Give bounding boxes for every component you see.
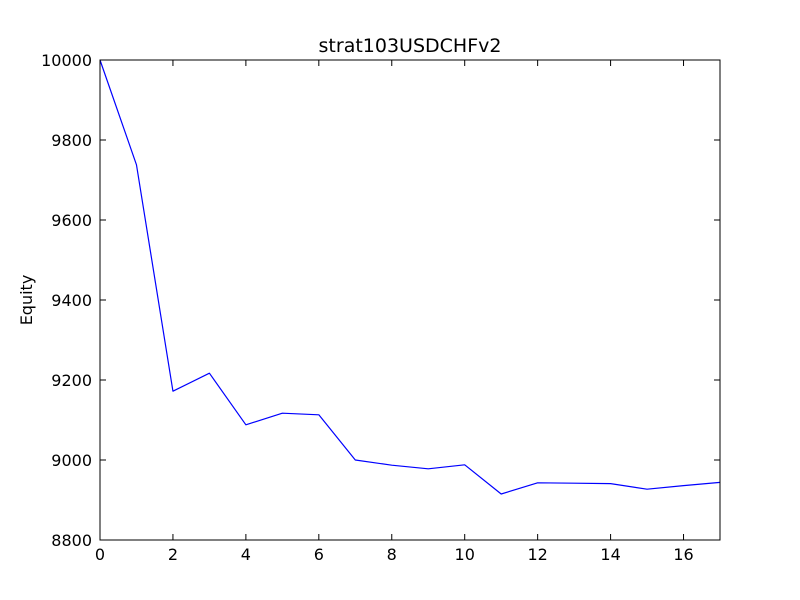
x-tick-label: 12 — [527, 545, 547, 564]
x-tick-label: 0 — [95, 545, 105, 564]
y-tick-label: 9400 — [51, 291, 92, 310]
x-tick-label: 6 — [314, 545, 324, 564]
x-tick-label: 2 — [168, 545, 178, 564]
y-tick-label: 8800 — [51, 531, 92, 550]
series-group — [99, 59, 721, 495]
x-tick-label: 4 — [241, 545, 251, 564]
ticks-group — [99, 59, 720, 541]
y-axis-label: Equity — [17, 275, 36, 326]
chart-title: strat103USDCHFv2 — [319, 35, 502, 57]
y-tick-label: 10000 — [41, 51, 92, 70]
y-tick-label: 9600 — [51, 211, 92, 230]
y-tick-label: 9000 — [51, 451, 92, 470]
y-tick-label: 9200 — [51, 371, 92, 390]
x-tick-label: 10 — [455, 545, 475, 564]
plot-frame — [99, 59, 721, 541]
tick-labels-group: 0 2 4 6 8 10 12 14 16 8800 9000 9200 9400 9600 9800 100… — [41, 51, 694, 564]
y-tick-label: 9800 — [51, 131, 92, 150]
x-tick-label: 14 — [600, 545, 620, 564]
x-tick-label: 16 — [673, 545, 693, 564]
series-line — [99, 59, 721, 495]
x-tick-label: 8 — [387, 545, 397, 564]
